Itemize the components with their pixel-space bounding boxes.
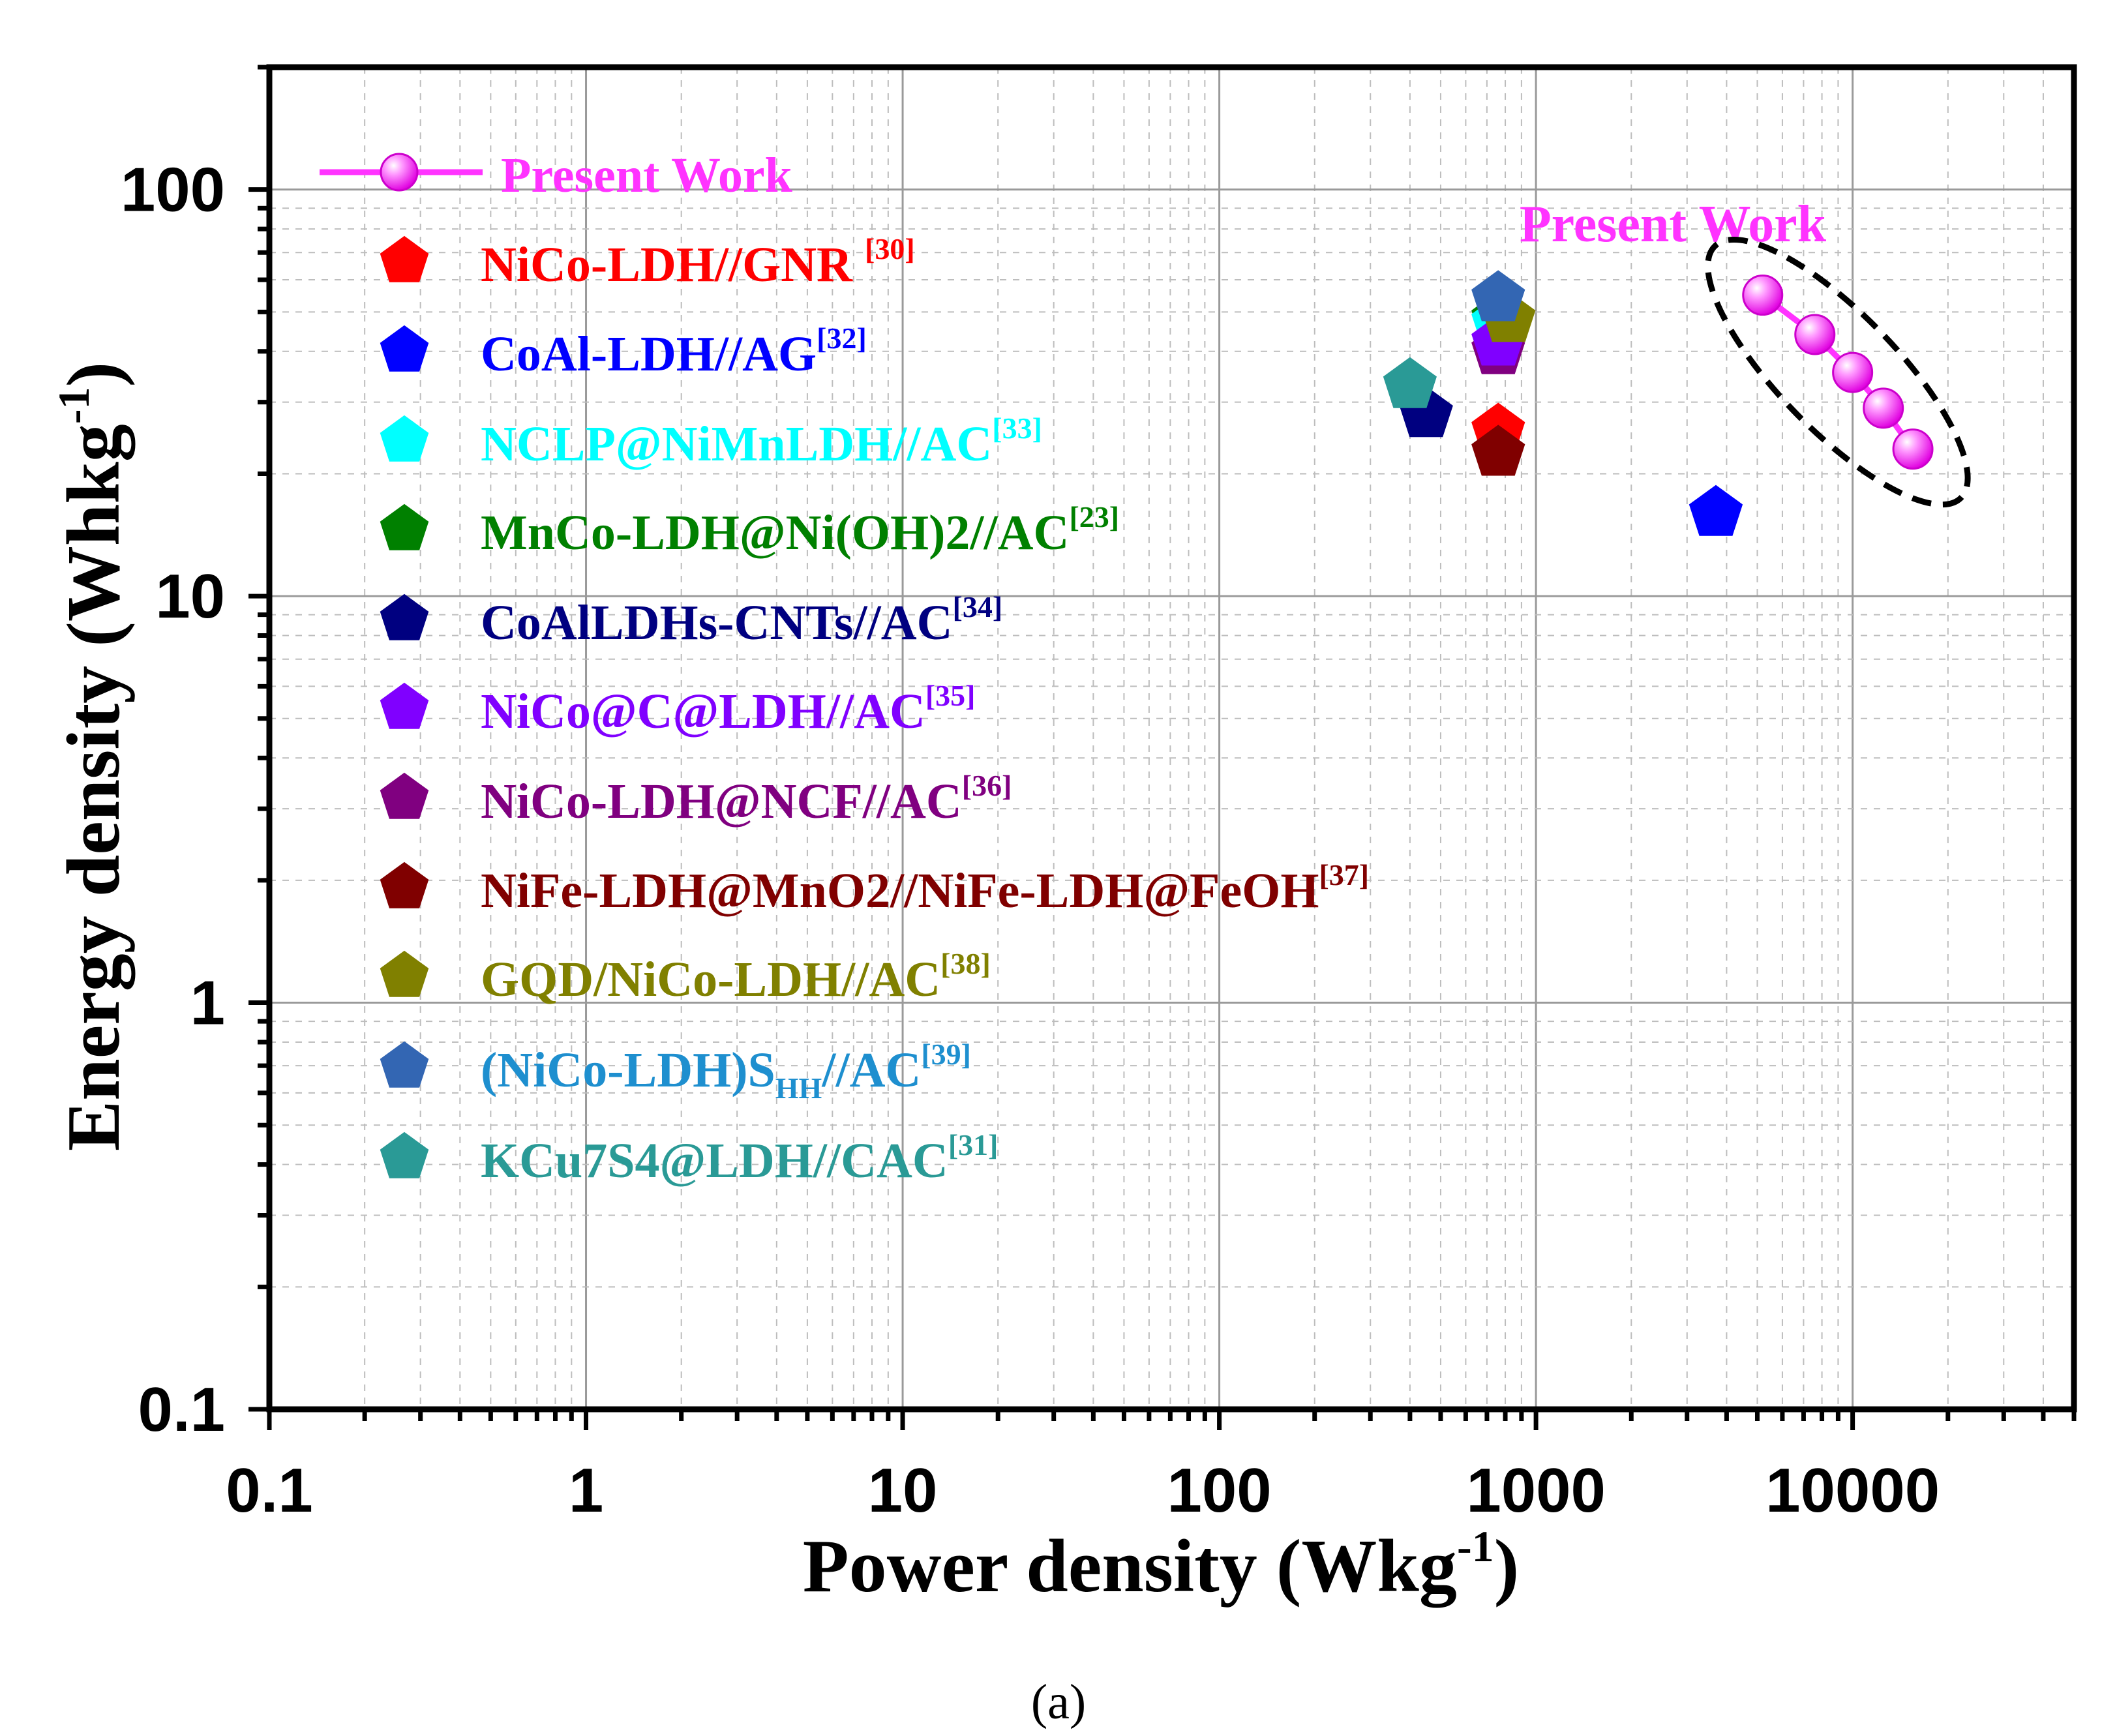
legend-entry: KCu7S4@LDH//CAC[31] (380, 1128, 998, 1188)
legend-label-text: KCu7S4@LDH//CAC (481, 1133, 948, 1188)
y-tick-label: 1 (190, 968, 225, 1038)
x-tick-label: 10000 (1765, 1456, 1940, 1525)
legend-label-text: NCLP@NiMnLDH//AC (481, 417, 992, 471)
legend-label: NiCo-LDH@NCF//AC[36] (481, 769, 1012, 829)
present-work-point (1742, 275, 1784, 316)
legend-pentagon-icon (380, 772, 429, 819)
legend-label-text: NiCo@C@LDH//AC (481, 684, 925, 739)
legend-label-text: MnCo-LDH@Ni(OH)2//AC (481, 505, 1069, 560)
legend-entry: CoAlLDHs-CNTs//AC[34] (380, 590, 1002, 650)
legend-entry: NiFe-LDH@MnO2//NiFe-LDH@FeOH[37] (380, 858, 1369, 918)
legend-entry: (NiCo-LDH)SHH//AC[39] (380, 1038, 971, 1105)
legend-sphere-icon (380, 153, 419, 192)
legend-reference: [35] (925, 679, 976, 712)
legend-entry: NCLP@NiMnLDH//AC[33] (380, 412, 1042, 471)
x-tick-label: 10 (868, 1456, 938, 1525)
legend-reference: [37] (1319, 858, 1369, 891)
figure-caption: (a) (1031, 1675, 1086, 1729)
legend-pentagon-icon (380, 415, 429, 462)
legend-label-suffix: //AC (821, 1043, 921, 1098)
y-axis-title: Energy density (Whkg-1) (49, 362, 136, 1151)
legend-reference: [33] (992, 412, 1042, 445)
legend-label: Present Work (501, 148, 793, 203)
legend-label-text: NiCo-LDH@NCF//AC (481, 774, 962, 829)
data-series (1383, 270, 1934, 536)
legend-label: NiCo@C@LDH//AC[35] (481, 679, 976, 739)
legend-entry: Present Work (320, 148, 793, 203)
legend-pentagon-icon (380, 503, 429, 550)
legend-label: GQD/NiCo-LDH//AC[38] (481, 947, 991, 1007)
data-point (1471, 425, 1525, 476)
legend-label-text: (NiCo-LDH)S (481, 1043, 775, 1098)
legend-label: NiCo-LDH//GNR [30] (481, 232, 915, 292)
legend-label-text: NiFe-LDH@MnO2//NiFe-LDH@FeOH (481, 863, 1319, 918)
axis-ticks: 0.1 1 10 100 1000 10000 0.1 1 10 100 (121, 65, 2077, 1525)
present-work-point (1892, 428, 1934, 470)
legend-reference: [32] (817, 322, 867, 355)
y-tick-label: 10 (155, 561, 225, 631)
legend-reference: [31] (948, 1128, 998, 1161)
data-point (1689, 485, 1743, 536)
legend-pentagon-icon (380, 682, 429, 729)
y-tick-label: 100 (121, 155, 225, 225)
legend-pentagon-icon (380, 861, 429, 908)
data-point (1471, 270, 1525, 322)
legend-pentagon-icon (380, 325, 429, 372)
legend-entry: MnCo-LDH@Ni(OH)2//AC[23] (380, 500, 1119, 560)
legend-entry: NiCo-LDH//GNR [30] (380, 232, 915, 292)
legend-reference: [30] (865, 232, 915, 265)
legend-label: MnCo-LDH@Ni(OH)2//AC[23] (481, 500, 1119, 560)
legend-label-subscript: HH (775, 1071, 822, 1105)
legend-entry: NiCo@C@LDH//AC[35] (380, 679, 976, 739)
legend-label: KCu7S4@LDH//CAC[31] (481, 1128, 998, 1188)
x-axis-title: Power density (Wkg-1) (803, 1521, 1519, 1608)
legend-label-text: Present Work (501, 148, 793, 203)
legend-pentagon-icon (380, 1041, 429, 1088)
legend-pentagon-icon (380, 950, 429, 997)
legend: Present Work NiCo-LDH//GNR [30] CoAl-LDH//… (320, 148, 1369, 1188)
legend-pentagon-icon (380, 1131, 429, 1178)
legend-label: CoAlLDHs-CNTs//AC[34] (481, 590, 1002, 650)
legend-pentagon-icon (380, 593, 429, 640)
x-tick-label: 1 (569, 1456, 603, 1525)
data-point (1383, 357, 1437, 408)
legend-entry: NiCo-LDH@NCF//AC[36] (380, 769, 1012, 829)
legend-pentagon-icon (380, 235, 429, 282)
present-work-ellipse (1705, 236, 1971, 508)
legend-label: (NiCo-LDH)SHH//AC[39] (481, 1038, 971, 1105)
legend-label-text: CoAlLDHs-CNTs//AC (481, 595, 953, 650)
legend-reference: [23] (1069, 500, 1119, 533)
legend-label: CoAl-LDH//AG[32] (481, 322, 867, 382)
legend-label: NCLP@NiMnLDH//AC[33] (481, 412, 1042, 471)
legend-reference: [36] (962, 769, 1012, 802)
legend-label: NiFe-LDH@MnO2//NiFe-LDH@FeOH[37] (481, 858, 1369, 918)
legend-reference: [39] (921, 1038, 971, 1071)
legend-label-text: NiCo-LDH//GNR (481, 237, 865, 292)
legend-reference: [38] (940, 947, 991, 980)
x-tick-label: 100 (1167, 1456, 1271, 1525)
x-tick-label: 1000 (1466, 1456, 1606, 1525)
y-tick-label: 0.1 (138, 1375, 225, 1444)
present-work-annotation: Present Work (1520, 196, 1827, 253)
legend-entry: CoAl-LDH//AG[32] (380, 322, 867, 382)
legend-label-text: GQD/NiCo-LDH//AC (481, 952, 940, 1007)
present-work-point (1832, 352, 1874, 393)
legend-label-text: CoAl-LDH//AG (481, 327, 817, 382)
present-work-point (1794, 314, 1836, 355)
legend-reference: [34] (953, 590, 1003, 623)
annotations: Present Work (1520, 196, 1971, 508)
present-work-point (1863, 387, 1904, 429)
x-tick-label: 0.1 (226, 1456, 312, 1525)
legend-entry: GQD/NiCo-LDH//AC[38] (380, 947, 991, 1007)
